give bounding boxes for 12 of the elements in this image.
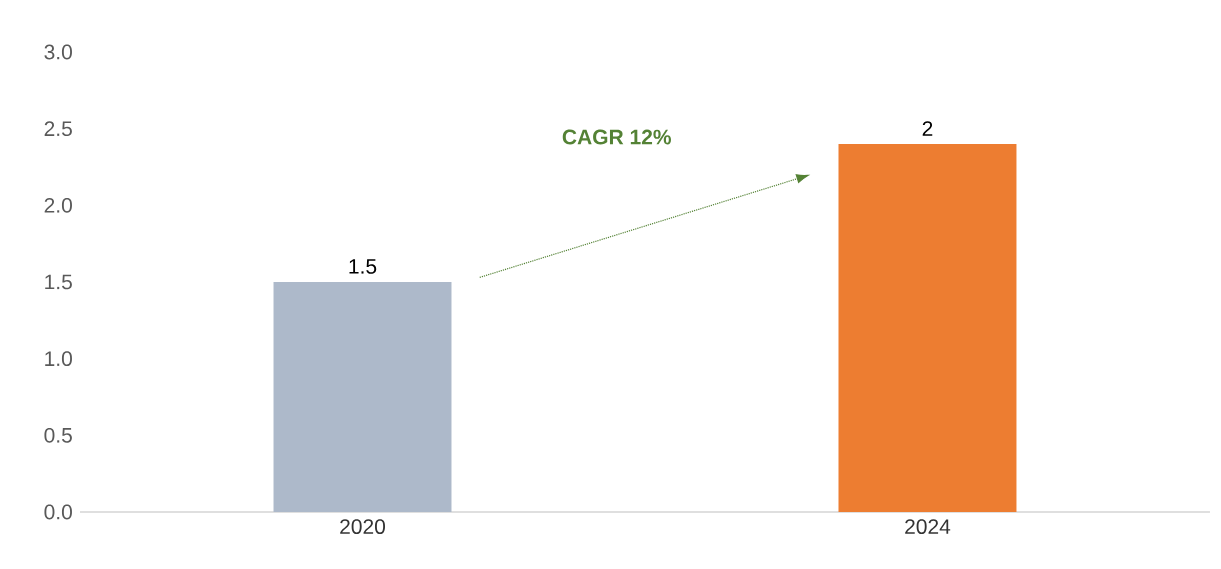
y-tick-label: 0.5 <box>44 427 72 443</box>
y-tick-label: 2.5 <box>44 121 72 137</box>
y-tick-label: 3.0 <box>44 44 72 60</box>
data-label: 1.5 <box>349 259 377 274</box>
data-label: 2 <box>922 121 933 136</box>
annotation: CAGR 12% <box>562 129 671 145</box>
y-tick-label: 1.0 <box>45 351 72 367</box>
y-tick-label: 0.0 <box>44 504 72 520</box>
x-tick-label: 2020 <box>340 519 386 535</box>
y-tick-label: 1.5 <box>45 274 72 290</box>
x-tick-label: 2024 <box>905 519 951 535</box>
y-tick-label: 2.0 <box>44 197 72 213</box>
